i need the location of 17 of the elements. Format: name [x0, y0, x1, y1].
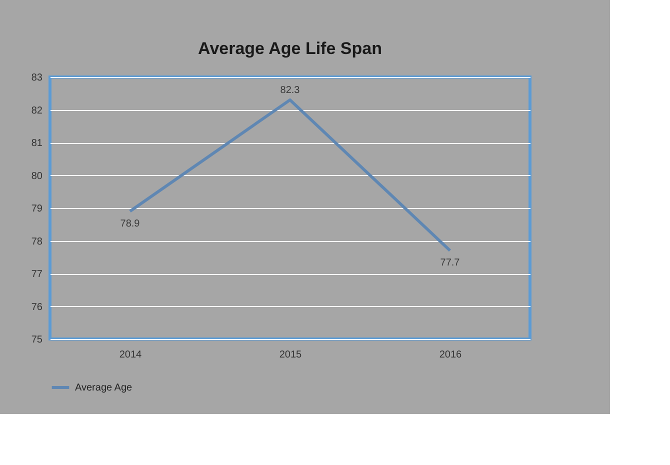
- y-tick-label: 80: [31, 170, 43, 182]
- y-tick-label: 78: [31, 236, 43, 248]
- y-tick-label: 81: [31, 138, 43, 149]
- y-tick-label: 79: [31, 204, 43, 214]
- y-tick-label: 76: [31, 302, 43, 313]
- data-label: 82.3: [280, 84, 300, 96]
- x-tick-label: 2014: [119, 350, 142, 360]
- data-label: 78.9: [120, 218, 140, 230]
- x-tick-label: 2016: [439, 350, 462, 360]
- y-tick-label: 75: [31, 334, 43, 346]
- legend-label: Average Age: [75, 382, 133, 394]
- x-tick-label: 2015: [279, 350, 302, 360]
- y-tick-label: 82: [31, 105, 43, 116]
- y-tick-label: 83: [31, 72, 43, 84]
- y-tick-label: 77: [31, 269, 43, 280]
- chart-title: Average Age Life Span: [198, 39, 382, 58]
- data-label: 77.7: [440, 258, 460, 269]
